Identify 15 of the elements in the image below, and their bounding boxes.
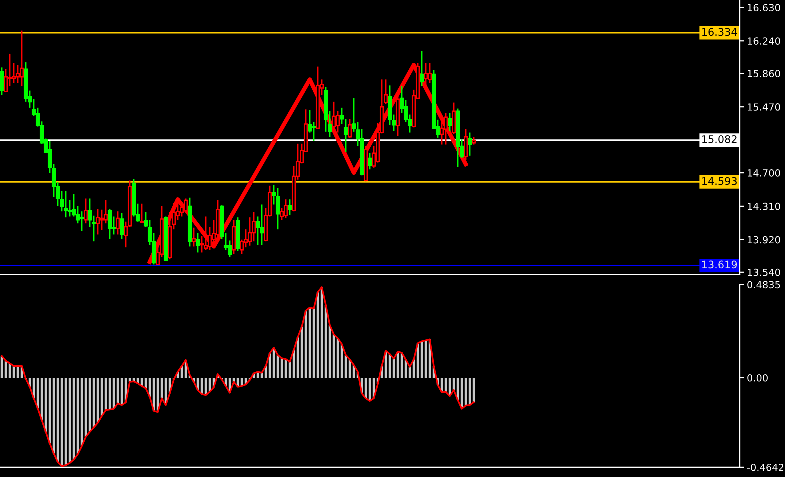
- y-tick-label: -0.4642: [747, 464, 784, 472]
- y-tick-label: 13.540: [748, 268, 780, 276]
- ref-line-label: 14.593: [702, 177, 737, 186]
- y-tick-label: 14.310: [748, 202, 780, 210]
- y-tick-label: 14.700: [748, 170, 780, 177]
- y-tick-label: 16.240: [748, 38, 780, 45]
- y-tick-label: 13.920: [748, 236, 780, 244]
- ref-line-label: 15.082: [702, 135, 737, 144]
- y-tick-label: 0.4835: [748, 281, 780, 289]
- ref-line-label: 13.619: [702, 260, 738, 269]
- ref-line-label: 16.334: [702, 28, 738, 36]
- y-tick-label: 15.470: [748, 104, 780, 111]
- y-tick-label: 16.630: [748, 4, 780, 12]
- y-tick-label: 0.00: [748, 374, 768, 382]
- y-tick-label: 15.860: [748, 70, 780, 78]
